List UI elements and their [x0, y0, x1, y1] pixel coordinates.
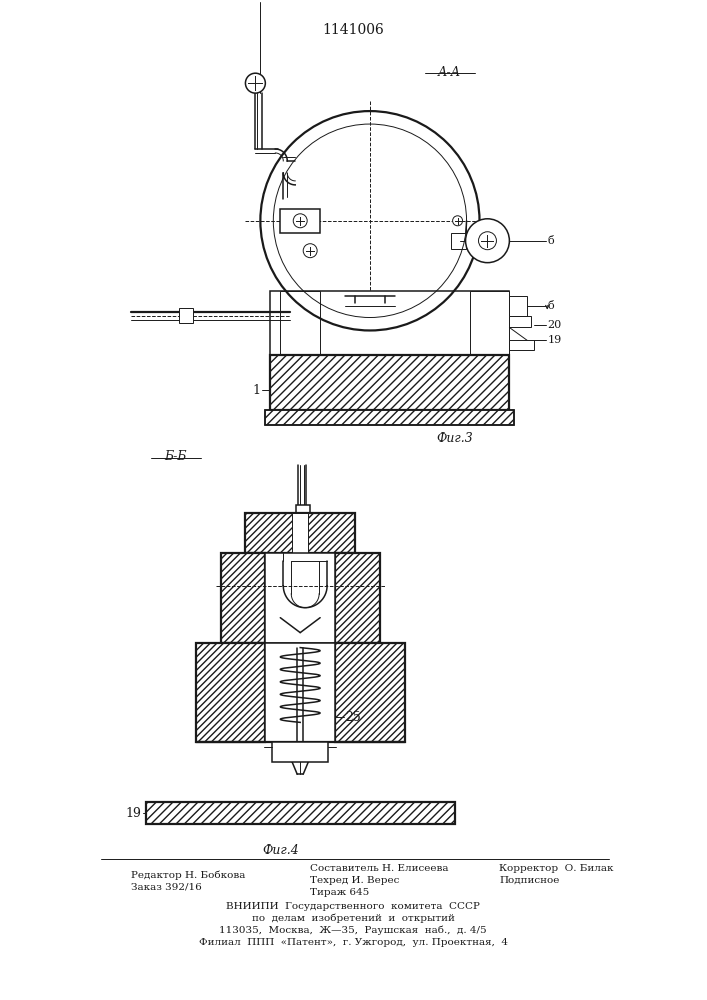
- Bar: [280, 209, 320, 233]
- Text: Б-Б: Б-Б: [165, 450, 187, 463]
- Text: Заказ 392/16: Заказ 392/16: [131, 883, 201, 892]
- Circle shape: [452, 216, 462, 226]
- Bar: [292, 513, 308, 553]
- Bar: [270, 291, 509, 355]
- Bar: [196, 643, 265, 742]
- Text: 19: 19: [547, 335, 561, 345]
- Text: А-А: А-А: [438, 66, 461, 79]
- Bar: [296, 505, 310, 513]
- Bar: [469, 291, 509, 355]
- Bar: [335, 643, 405, 742]
- Circle shape: [245, 73, 265, 93]
- Text: Редактор Н. Бобкова: Редактор Н. Бобкова: [131, 871, 245, 880]
- Circle shape: [303, 244, 317, 258]
- Circle shape: [479, 232, 496, 250]
- Text: Составитель Н. Елисеева: Составитель Н. Елисеева: [310, 864, 449, 873]
- Bar: [265, 643, 335, 742]
- Bar: [146, 802, 455, 824]
- Text: 25: 25: [345, 711, 361, 724]
- Text: 1141006: 1141006: [322, 23, 384, 37]
- Bar: [509, 316, 531, 327]
- Bar: [335, 553, 380, 643]
- Text: 20: 20: [547, 320, 561, 330]
- Bar: [265, 553, 335, 643]
- Bar: [245, 513, 355, 553]
- Text: 19: 19: [125, 807, 141, 820]
- Bar: [335, 643, 405, 742]
- Text: ВНИИПИ  Государственного  комитета  СССР: ВНИИПИ Государственного комитета СССР: [226, 902, 480, 911]
- Text: б: б: [547, 236, 554, 246]
- Bar: [509, 296, 527, 316]
- Bar: [335, 553, 380, 643]
- Bar: [265, 410, 515, 425]
- Bar: [196, 643, 265, 742]
- Text: Фиг.4: Фиг.4: [262, 844, 298, 857]
- Text: по  делам  изобретений  и  открытий: по делам изобретений и открытий: [252, 914, 455, 923]
- Bar: [221, 553, 265, 643]
- Text: 113035,  Москва,  Ж—35,  Раушская  наб.,  д. 4/5: 113035, Москва, Ж—35, Раушская наб., д. …: [219, 926, 487, 935]
- Bar: [280, 291, 320, 355]
- Bar: [450, 233, 465, 249]
- Text: Филиал  ППП  «Патент»,  г. Ужгород,  ул. Проектная,  4: Филиал ППП «Патент», г. Ужгород, ул. Про…: [199, 938, 508, 947]
- Text: б: б: [547, 301, 554, 311]
- Text: Фиг.3: Фиг.3: [436, 432, 473, 445]
- Text: Подписное: Подписное: [499, 876, 560, 885]
- Circle shape: [293, 214, 307, 228]
- Text: 1: 1: [252, 384, 260, 397]
- Bar: [272, 742, 328, 762]
- Bar: [245, 513, 355, 553]
- Bar: [179, 308, 192, 323]
- Bar: [270, 355, 509, 410]
- Text: Тираж 645: Тираж 645: [310, 888, 370, 897]
- Bar: [221, 553, 265, 643]
- Circle shape: [465, 219, 509, 263]
- Bar: [265, 410, 515, 425]
- Text: Корректор  О. Билак: Корректор О. Билак: [499, 864, 614, 873]
- Bar: [146, 802, 455, 824]
- Bar: [509, 340, 534, 350]
- Text: Техред И. Верес: Техред И. Верес: [310, 876, 399, 885]
- Bar: [270, 355, 509, 410]
